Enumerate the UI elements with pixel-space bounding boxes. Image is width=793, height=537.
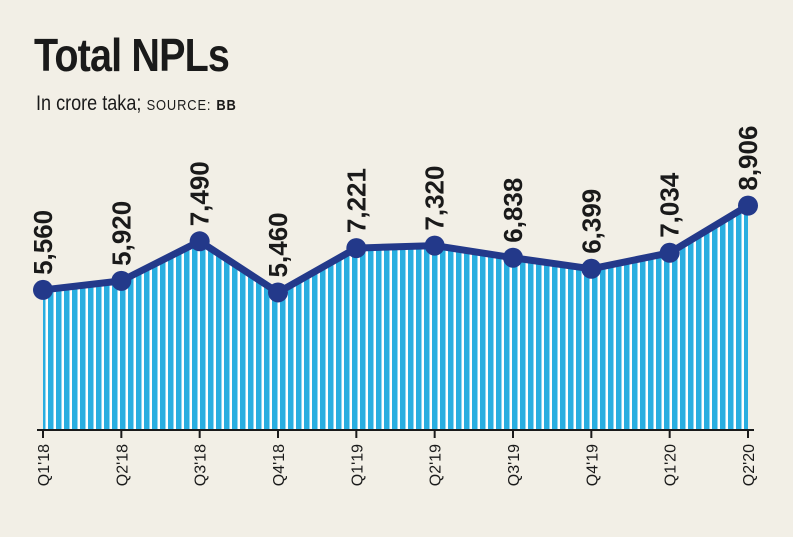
x-tick-label: Q4'18 bbox=[271, 444, 288, 486]
npl-area-fill bbox=[43, 205, 748, 430]
x-tick-label: Q4'19 bbox=[584, 444, 601, 486]
data-point bbox=[581, 258, 602, 279]
value-label: 6,399 bbox=[576, 189, 606, 254]
line-layer bbox=[39, 202, 752, 296]
x-tick-label: Q3'18 bbox=[193, 444, 210, 486]
x-tick-label: Q1'20 bbox=[663, 444, 680, 486]
point-layer bbox=[33, 195, 758, 303]
series-line-segment bbox=[39, 277, 125, 294]
value-label: 5,460 bbox=[263, 212, 293, 277]
data-point bbox=[111, 270, 132, 291]
value-label: 7,034 bbox=[655, 172, 685, 238]
chart-title: Total NPLs bbox=[34, 29, 230, 81]
series-line-segment bbox=[274, 244, 360, 296]
value-label: 7,221 bbox=[341, 168, 371, 233]
x-axis bbox=[37, 429, 754, 438]
x-tick-label: Q2'18 bbox=[114, 444, 131, 486]
data-point bbox=[189, 231, 210, 252]
series-line-segment bbox=[587, 249, 674, 273]
x-tick-label: Q1'18 bbox=[36, 444, 53, 486]
x-tick-label: Q3'19 bbox=[506, 444, 523, 486]
data-point bbox=[738, 195, 758, 216]
unit-label: In crore taka; bbox=[36, 92, 142, 115]
data-point bbox=[33, 279, 53, 300]
data-point bbox=[268, 282, 288, 303]
series-line-segment bbox=[431, 242, 517, 262]
value-label: 7,320 bbox=[420, 166, 450, 231]
source-label: SOURCE: bbox=[146, 97, 212, 114]
value-label-layer: 5,560 5,920 7,490 5,460 7,221 7,320 6,838 6,399… bbox=[28, 126, 763, 278]
value-label: 8,906 bbox=[733, 126, 763, 191]
source-value: BB bbox=[216, 97, 237, 114]
value-label: 5,560 bbox=[28, 210, 58, 275]
x-tick-label: Q2'20 bbox=[741, 444, 758, 486]
series-line-segment bbox=[196, 237, 282, 296]
value-label: 7,490 bbox=[185, 161, 215, 226]
series-line-segment bbox=[509, 254, 595, 273]
value-label: 6,838 bbox=[498, 178, 528, 243]
x-tick-label: Q2'19 bbox=[428, 444, 445, 486]
x-tick-label-layer: Q1'18 Q2'18 Q3'18 Q4'18 Q1'19 Q2'19 Q3'19 Q4'19… bbox=[36, 444, 758, 486]
data-point bbox=[659, 242, 680, 263]
data-point bbox=[424, 235, 445, 256]
chart-subtitle: In crore taka; SOURCE: BB bbox=[36, 92, 237, 116]
series-line-segment bbox=[117, 237, 204, 285]
series-line-segment bbox=[666, 202, 752, 257]
data-point bbox=[503, 247, 523, 268]
x-tick-label: Q1'19 bbox=[349, 444, 366, 486]
area-layer bbox=[43, 205, 748, 430]
series-line-segment bbox=[352, 242, 439, 252]
data-point bbox=[346, 238, 367, 259]
value-label: 5,920 bbox=[106, 201, 136, 266]
